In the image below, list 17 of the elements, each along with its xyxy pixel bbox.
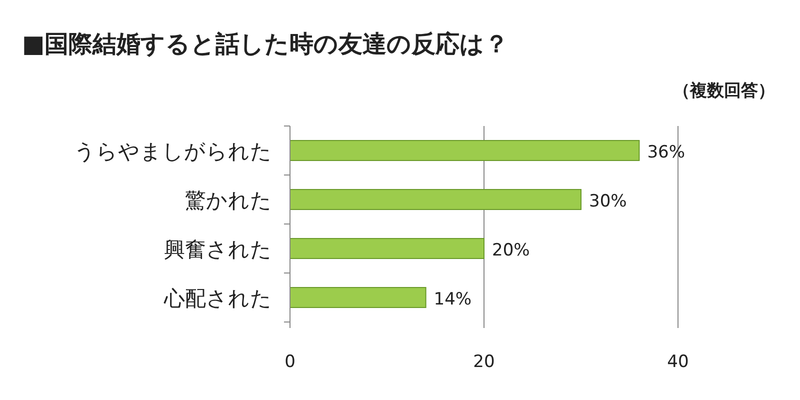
bar bbox=[290, 189, 582, 210]
y-tick-label: 心配された bbox=[163, 286, 272, 310]
bar bbox=[290, 238, 484, 259]
data-label: 30% bbox=[589, 192, 627, 212]
data-label: 36% bbox=[647, 142, 685, 162]
bar bbox=[290, 140, 640, 161]
y-tick-label: うらやましがられた bbox=[74, 140, 272, 164]
y-tick-label: 驚かれた bbox=[185, 188, 272, 212]
text: （複数回答） bbox=[673, 81, 775, 101]
data-label: 14% bbox=[434, 290, 472, 310]
x-tick-label: 20 bbox=[473, 352, 495, 372]
y-tick-label: 興奮された bbox=[164, 238, 272, 262]
x-tick-label: 40 bbox=[667, 352, 689, 372]
data-label: 20% bbox=[492, 240, 530, 260]
x-tick-label: 0 bbox=[284, 352, 296, 372]
bar bbox=[290, 287, 426, 308]
chart-title: ■国際結婚すると話した時の友達の反応は？ bbox=[22, 30, 509, 58]
